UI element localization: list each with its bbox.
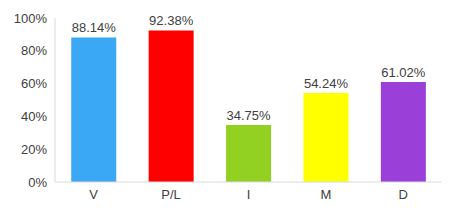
- svg-text:M: M: [320, 187, 331, 202]
- svg-text:I: I: [247, 187, 251, 202]
- svg-text:V: V: [89, 187, 98, 202]
- svg-text:D: D: [399, 187, 408, 202]
- svg-text:92.38%: 92.38%: [149, 13, 194, 28]
- svg-text:100%: 100%: [14, 11, 48, 26]
- svg-text:0%: 0%: [28, 175, 47, 190]
- svg-text:40%: 40%: [21, 109, 47, 124]
- svg-text:P/L: P/L: [161, 187, 181, 202]
- svg-text:20%: 20%: [21, 142, 47, 157]
- svg-text:80%: 80%: [21, 43, 47, 58]
- svg-text:54.24%: 54.24%: [304, 76, 349, 91]
- svg-text:61.02%: 61.02%: [381, 65, 426, 80]
- svg-text:34.75%: 34.75%: [227, 108, 272, 123]
- svg-text:60%: 60%: [21, 76, 47, 91]
- svg-text:88.14%: 88.14%: [72, 20, 117, 35]
